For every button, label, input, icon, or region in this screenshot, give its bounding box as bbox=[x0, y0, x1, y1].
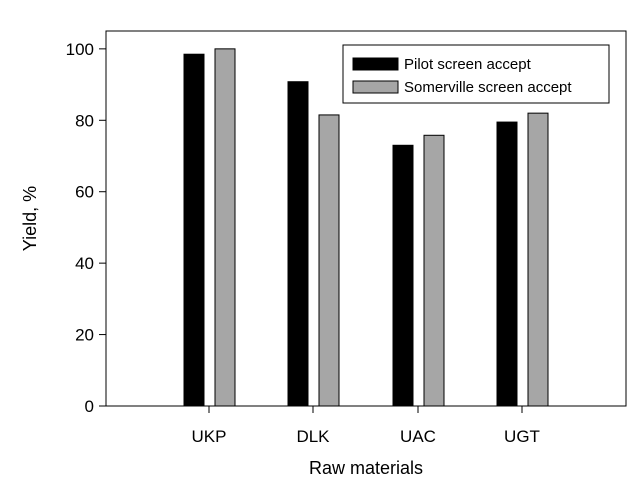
legend-swatch-somerville bbox=[352, 80, 399, 94]
x-axis-label: Raw materials bbox=[309, 458, 423, 478]
bar-dlk-somerville bbox=[318, 114, 340, 407]
y-axis-label: Yield, % bbox=[20, 186, 40, 251]
x-tick-label: UAC bbox=[400, 427, 436, 446]
bar-ugt-somerville bbox=[527, 112, 549, 407]
y-axis-ticks: 0 20 40 60 80 100 bbox=[66, 40, 106, 416]
bar-uac-pilot bbox=[392, 144, 414, 407]
x-tick-label: UKP bbox=[192, 427, 227, 446]
y-tick-label: 40 bbox=[75, 254, 94, 273]
bar-ugt-pilot bbox=[496, 121, 518, 407]
bar-ukp-somerville bbox=[214, 48, 236, 407]
legend-label-pilot: Pilot screen accept bbox=[404, 56, 532, 73]
bar-ukp-pilot bbox=[183, 53, 205, 407]
plot-area-frame bbox=[105, 30, 627, 407]
y-tick-label: 100 bbox=[66, 40, 94, 59]
y-tick-label: 80 bbox=[75, 111, 94, 130]
bars-group bbox=[183, 48, 549, 407]
x-axis-ticks: UKP DLK UAC UGT bbox=[192, 406, 540, 446]
x-tick-label: UGT bbox=[504, 427, 540, 446]
y-tick-label: 0 bbox=[85, 397, 94, 416]
y-tick-label: 60 bbox=[75, 183, 94, 202]
y-tick-label: 20 bbox=[75, 326, 94, 345]
legend: Pilot screen accept Somerville screen ac… bbox=[342, 44, 610, 104]
legend-swatch-pilot bbox=[352, 57, 399, 71]
bar-dlk-pilot bbox=[287, 81, 309, 407]
x-tick-label: DLK bbox=[296, 427, 330, 446]
bar-uac-somerville bbox=[423, 134, 445, 407]
legend-label-somerville: Somerville screen accept bbox=[404, 79, 572, 96]
